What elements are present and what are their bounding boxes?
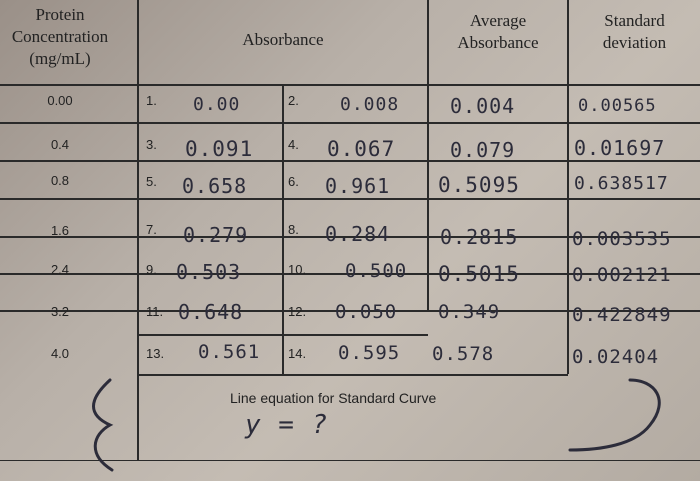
concentration-cell: 4.0: [50, 346, 70, 361]
row-border: [0, 122, 700, 124]
concentration-header: Protein Concentration (mg/mL): [0, 4, 120, 70]
header-line: Protein: [35, 5, 85, 24]
average-value: 0.079: [450, 138, 516, 162]
average-value: 0.5015: [438, 262, 520, 286]
header-line: Concentration: [11, 27, 109, 46]
stdev-value: 0.422849: [572, 304, 672, 326]
stdev-value: 0.00565: [578, 96, 657, 116]
sample-number: 2.: [288, 93, 299, 108]
absorbance-value: 0.284: [325, 222, 391, 246]
standard-deviation-header: Standard deviation: [569, 10, 700, 54]
col-border: [567, 0, 569, 310]
concentration-cell: 0.00: [47, 93, 73, 108]
sample-number: 12.: [288, 304, 307, 319]
sample-number: 4.: [288, 137, 299, 152]
line-equation-answer: y = ?: [245, 410, 329, 440]
sample-number: 9.: [146, 262, 157, 277]
row-border: [0, 236, 700, 238]
sample-number: 5.: [146, 174, 157, 189]
row-border: [0, 273, 700, 275]
row-border: [0, 160, 700, 162]
average-absorbance-header: Average Absorbance: [429, 10, 567, 54]
concentration-cell: 0.4: [50, 137, 70, 152]
concentration-cell: 3.2: [50, 304, 70, 319]
absorbance-value: 0.648: [178, 300, 244, 324]
stdev-value: 0.02404: [572, 346, 660, 368]
absorbance-value: 0.008: [340, 94, 400, 115]
sample-number: 11.: [146, 304, 164, 319]
stdev-value: 0.01697: [574, 136, 666, 160]
header-line: (mg/mL): [29, 49, 91, 68]
absorbance-header: Absorbance: [242, 30, 324, 49]
header-line: Average: [469, 11, 527, 30]
stdev-value: 0.002121: [572, 264, 672, 286]
header-line: Standard: [604, 11, 665, 30]
sample-number: 8.: [288, 222, 299, 237]
stdev-value: 0.003535: [572, 228, 672, 250]
table-bottom-border: [0, 460, 700, 461]
absorbance-value: 0.279: [183, 223, 249, 247]
sample-number: 10.: [288, 262, 307, 277]
absorbance-value: 0.067: [327, 137, 396, 161]
average-value: 0.2815: [440, 225, 519, 249]
stdev-value: 0.638517: [574, 173, 669, 194]
header-line: Absorbance: [457, 33, 539, 52]
sample-number: 13.: [146, 346, 165, 361]
concentration-cell: 2.4: [50, 262, 70, 277]
row-border: [0, 198, 700, 200]
absorbance-value: 0.503: [176, 260, 242, 284]
concentration-cell: 0.8: [50, 173, 70, 188]
absorbance-value: 0.561: [198, 341, 261, 363]
sample-number: 6.: [288, 174, 299, 189]
sample-number: 7.: [146, 222, 157, 237]
absorbance-value: 0.595: [338, 342, 401, 364]
absorbance-value: 0.500: [345, 260, 408, 282]
right-brace-scribble: [568, 378, 661, 452]
average-value: 0.349: [438, 301, 501, 323]
col-border: [567, 310, 569, 374]
average-value: 0.5095: [438, 173, 520, 197]
average-value: 0.578: [432, 343, 495, 365]
col-border: [282, 84, 284, 310]
row-border: [0, 310, 700, 312]
absorbance-value: 0.091: [185, 137, 254, 161]
left-brace-scribble: [92, 378, 114, 472]
absorbance-value: 0.050: [335, 301, 398, 323]
col-border: [137, 0, 139, 460]
col-border: [427, 0, 429, 310]
header-line: deviation: [602, 33, 667, 52]
absorbance-value: 0.00: [193, 94, 241, 115]
col-border: [282, 310, 284, 374]
standard-curve-label: Line equation for Standard Curve: [230, 390, 437, 406]
absorbance-value: 0.961: [325, 174, 391, 198]
row-border: [138, 374, 568, 376]
absorbance-value: 0.658: [182, 174, 248, 198]
header-bottom-border: [0, 84, 700, 86]
sample-number: 1.: [146, 93, 157, 108]
sample-number: 14.: [288, 346, 307, 361]
concentration-cell: 1.6: [50, 223, 70, 238]
sample-number: 3.: [146, 137, 157, 152]
average-value: 0.004: [450, 94, 516, 118]
